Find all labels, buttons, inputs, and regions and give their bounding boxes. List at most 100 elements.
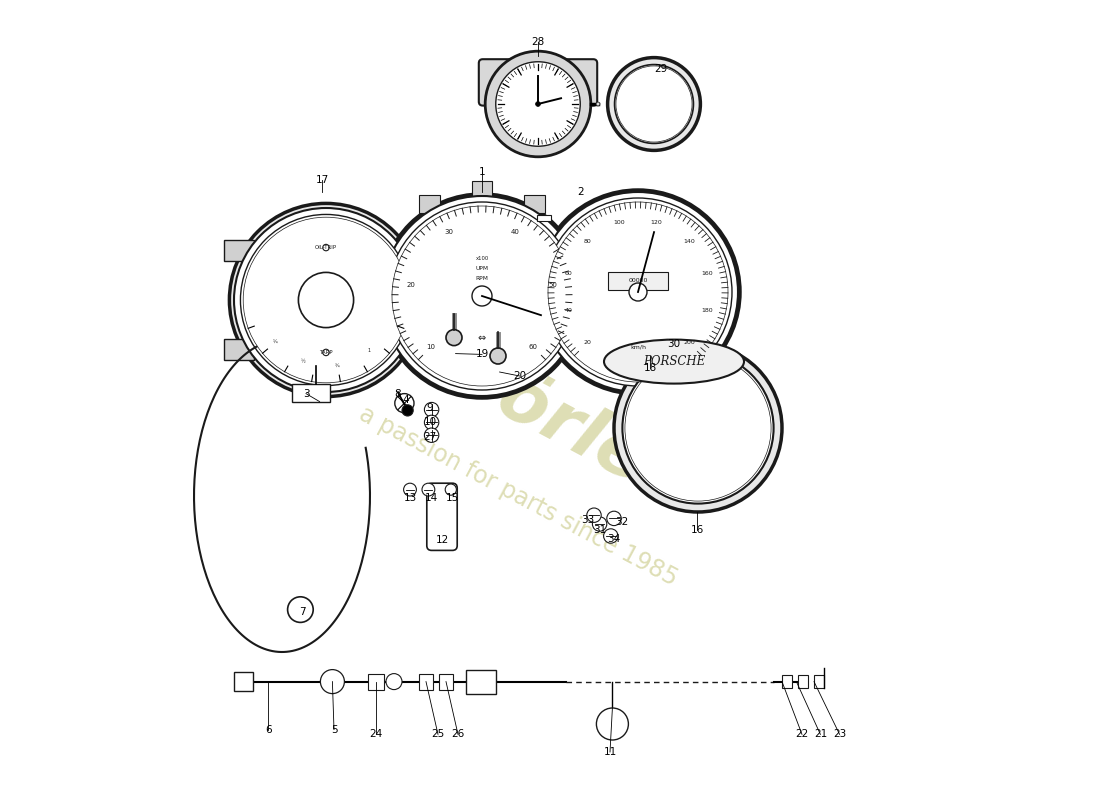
FancyBboxPatch shape bbox=[537, 214, 551, 221]
Text: PORSCHE: PORSCHE bbox=[642, 355, 705, 368]
Circle shape bbox=[446, 330, 462, 346]
FancyBboxPatch shape bbox=[478, 59, 597, 106]
Text: 12: 12 bbox=[436, 535, 449, 545]
Text: 29: 29 bbox=[653, 64, 667, 74]
FancyBboxPatch shape bbox=[419, 674, 433, 690]
Text: 140: 140 bbox=[683, 238, 695, 243]
Text: 26: 26 bbox=[451, 730, 464, 739]
Text: km/h: km/h bbox=[630, 345, 646, 350]
Text: TARP: TARP bbox=[319, 350, 333, 355]
Text: 30: 30 bbox=[668, 339, 681, 349]
Text: 60: 60 bbox=[564, 271, 572, 276]
Circle shape bbox=[586, 508, 602, 522]
Text: ¼: ¼ bbox=[273, 340, 277, 345]
Circle shape bbox=[615, 65, 693, 143]
Circle shape bbox=[395, 394, 414, 413]
Text: 40: 40 bbox=[510, 229, 519, 235]
Text: 9: 9 bbox=[427, 403, 433, 413]
Circle shape bbox=[386, 674, 402, 690]
FancyBboxPatch shape bbox=[224, 240, 254, 261]
FancyBboxPatch shape bbox=[292, 384, 330, 402]
Text: 14: 14 bbox=[425, 493, 438, 502]
FancyBboxPatch shape bbox=[367, 674, 384, 690]
Text: 16: 16 bbox=[691, 525, 704, 534]
Text: 24: 24 bbox=[368, 730, 382, 739]
Circle shape bbox=[485, 51, 591, 157]
Text: 1: 1 bbox=[367, 348, 370, 354]
Text: ¾: ¾ bbox=[336, 362, 340, 368]
Circle shape bbox=[392, 206, 572, 386]
Text: euroPörles: euroPörles bbox=[275, 250, 696, 518]
Text: 8: 8 bbox=[395, 389, 402, 398]
Circle shape bbox=[625, 355, 771, 501]
Text: 27: 27 bbox=[424, 432, 437, 442]
Text: 20: 20 bbox=[583, 341, 591, 346]
Text: 23: 23 bbox=[833, 730, 846, 739]
Text: 100: 100 bbox=[614, 220, 625, 225]
Text: 34: 34 bbox=[607, 534, 620, 544]
Text: 19: 19 bbox=[475, 350, 488, 359]
Circle shape bbox=[616, 66, 692, 142]
Text: 4: 4 bbox=[403, 395, 409, 405]
Text: ⇔: ⇔ bbox=[477, 333, 486, 343]
Text: RPM: RPM bbox=[475, 277, 488, 282]
Circle shape bbox=[472, 286, 492, 306]
FancyBboxPatch shape bbox=[439, 674, 453, 690]
FancyBboxPatch shape bbox=[524, 195, 544, 213]
Circle shape bbox=[607, 511, 621, 526]
Circle shape bbox=[629, 283, 647, 301]
Circle shape bbox=[596, 708, 628, 740]
Circle shape bbox=[241, 214, 411, 386]
FancyBboxPatch shape bbox=[427, 483, 458, 550]
Circle shape bbox=[623, 352, 773, 504]
Text: 15: 15 bbox=[446, 493, 459, 502]
Text: 13: 13 bbox=[404, 493, 417, 502]
Circle shape bbox=[320, 670, 344, 694]
Text: ½: ½ bbox=[301, 360, 306, 365]
Text: 32: 32 bbox=[615, 517, 628, 526]
Text: 80: 80 bbox=[583, 238, 591, 243]
Circle shape bbox=[243, 218, 409, 383]
Text: 7: 7 bbox=[299, 607, 306, 617]
Text: 10: 10 bbox=[427, 344, 436, 350]
Text: 33: 33 bbox=[581, 515, 594, 525]
Text: 17: 17 bbox=[316, 175, 329, 185]
Circle shape bbox=[382, 196, 582, 396]
FancyBboxPatch shape bbox=[798, 675, 808, 688]
Text: 200: 200 bbox=[683, 341, 695, 346]
Circle shape bbox=[607, 58, 701, 150]
Circle shape bbox=[544, 198, 732, 386]
Circle shape bbox=[593, 517, 607, 531]
Text: 20: 20 bbox=[406, 282, 416, 288]
Circle shape bbox=[536, 102, 540, 106]
Text: 120: 120 bbox=[651, 220, 662, 225]
Circle shape bbox=[322, 244, 329, 250]
Text: 18: 18 bbox=[644, 363, 657, 373]
FancyBboxPatch shape bbox=[608, 272, 668, 290]
Circle shape bbox=[322, 350, 329, 356]
FancyBboxPatch shape bbox=[538, 334, 556, 354]
Text: 50: 50 bbox=[549, 282, 558, 288]
Circle shape bbox=[425, 428, 439, 442]
Text: 21: 21 bbox=[814, 730, 827, 739]
FancyBboxPatch shape bbox=[524, 282, 541, 302]
Circle shape bbox=[230, 203, 422, 397]
FancyBboxPatch shape bbox=[234, 672, 253, 691]
Text: 160: 160 bbox=[702, 271, 714, 276]
Text: 22: 22 bbox=[795, 730, 808, 739]
Text: 25: 25 bbox=[431, 730, 444, 739]
Text: 60: 60 bbox=[528, 344, 538, 350]
FancyBboxPatch shape bbox=[782, 675, 792, 688]
Circle shape bbox=[614, 344, 782, 512]
Circle shape bbox=[496, 62, 580, 146]
Circle shape bbox=[536, 190, 740, 394]
Circle shape bbox=[404, 483, 417, 496]
FancyBboxPatch shape bbox=[224, 339, 254, 360]
Text: 40: 40 bbox=[564, 308, 572, 313]
Text: 00000: 00000 bbox=[628, 278, 648, 283]
Circle shape bbox=[234, 208, 418, 392]
Circle shape bbox=[425, 402, 439, 417]
Text: x100: x100 bbox=[475, 255, 488, 261]
Circle shape bbox=[548, 202, 728, 382]
FancyBboxPatch shape bbox=[419, 195, 440, 213]
